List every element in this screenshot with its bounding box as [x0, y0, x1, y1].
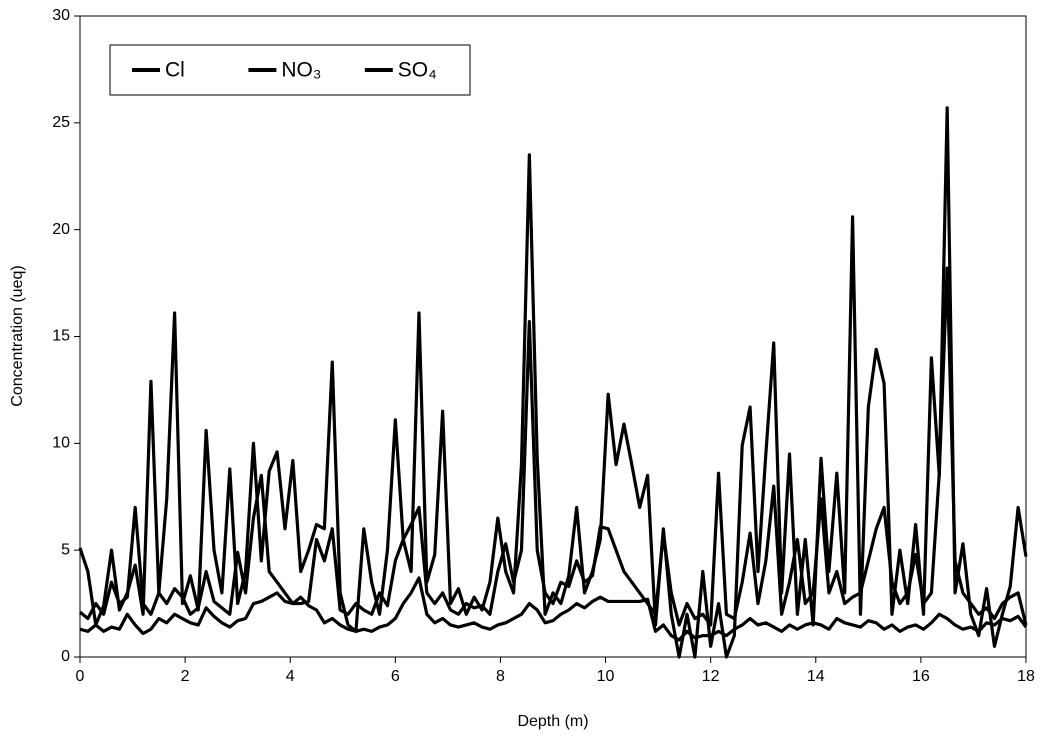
x-tick-label: 16	[912, 668, 930, 685]
x-axis-label: Depth (m)	[517, 713, 588, 730]
y-tick-label: 20	[52, 221, 70, 238]
y-tick-label: 30	[52, 7, 70, 24]
x-tick-label: 14	[807, 668, 825, 685]
legend-box	[109, 44, 471, 96]
x-tick-label: 18	[1017, 668, 1035, 685]
y-tick-label: 10	[52, 435, 70, 452]
legend-label: SO₄	[398, 59, 437, 82]
x-tick-label: 6	[391, 668, 400, 685]
y-tick-label: 15	[52, 328, 70, 345]
x-tick-label: 4	[286, 668, 295, 685]
x-tick-label: 0	[76, 668, 85, 685]
data-line	[78, 106, 1028, 659]
x-tick-label: 8	[496, 668, 505, 685]
plot-area	[79, 15, 1027, 658]
x-tick-label: 2	[181, 668, 190, 685]
data-line	[78, 266, 1028, 627]
legend-label: NO₃	[281, 59, 321, 82]
y-axis-label: Concentration (ueq)	[9, 265, 26, 406]
x-tick-label: 10	[597, 668, 615, 685]
y-tick-label: 0	[61, 648, 70, 665]
legend-label: Cl	[165, 59, 185, 82]
y-tick-label: 25	[52, 114, 70, 131]
x-tick-label: 12	[702, 668, 720, 685]
data-line	[79, 576, 1028, 642]
y-tick-label: 5	[61, 541, 70, 558]
